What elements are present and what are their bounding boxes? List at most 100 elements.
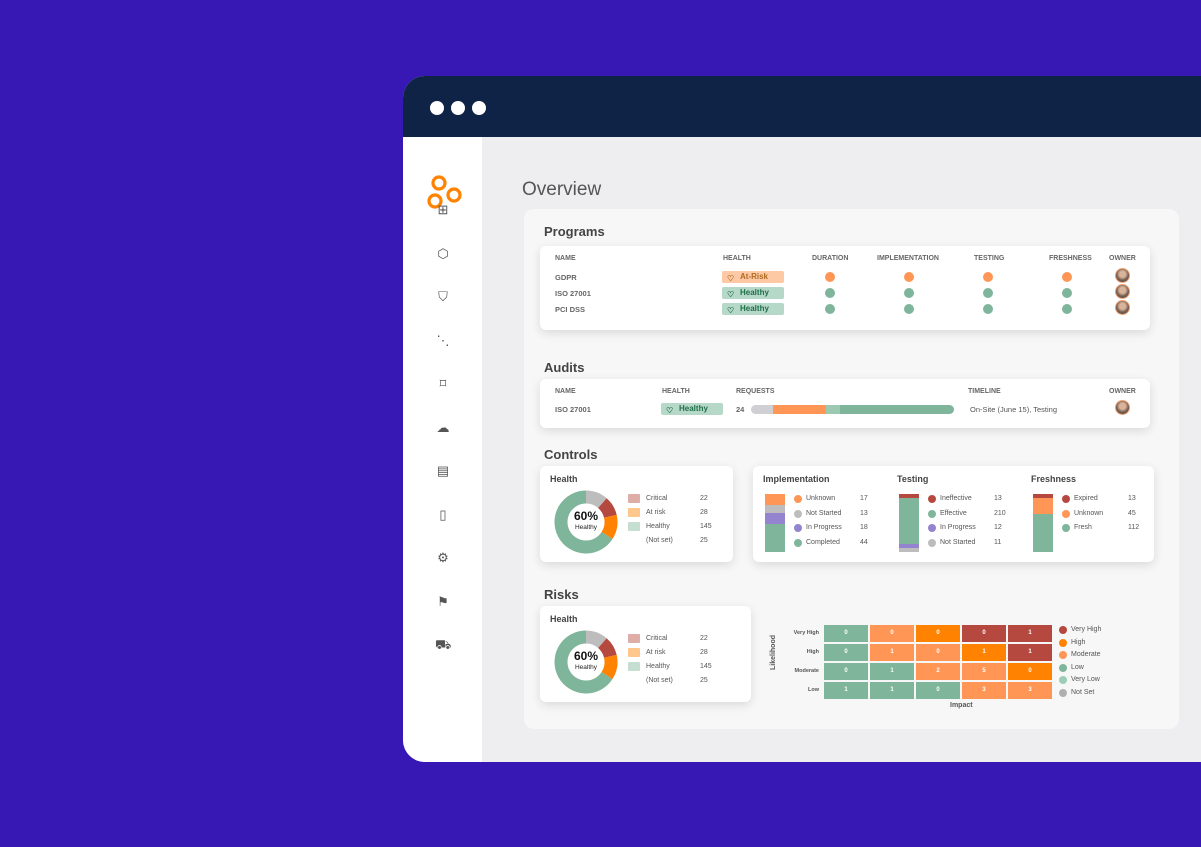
legend-value: 17 [860,495,868,502]
vendor-icon[interactable]: ⚙ [437,550,449,565]
legend-swatch [628,522,640,531]
legend-value: 12 [994,524,1002,531]
legend-dot [794,524,802,532]
window-dot-icon[interactable] [430,101,444,115]
legend-label: Unknown [806,495,836,502]
heatmap-cell[interactable]: 1 [962,644,1006,661]
group-title: Freshness [1031,474,1077,484]
book-icon[interactable]: ⌑ [439,376,447,391]
heatmap-cell[interactable]: 1 [824,682,868,699]
column-header: NAME [555,388,576,395]
owner-avatar[interactable] [1115,300,1130,315]
health-label: Healthy [740,288,769,297]
legend-label: (Not set) [646,537,673,544]
program-name[interactable]: PCI DSS [555,305,586,314]
audit-name[interactable]: ISO 27001 [555,405,591,414]
heatmap-cell[interactable]: 5 [962,663,1006,680]
heatmap-cell[interactable]: 2 [916,663,960,680]
status-dot [983,288,993,298]
heatmap-cell[interactable]: 0 [916,682,960,699]
health-title: Health [550,614,578,624]
logo-icon [427,175,462,209]
legend-dot [1062,509,1070,518]
truck-icon[interactable]: ⛟ [435,637,452,652]
programs-table: NAME HEALTH DURATION IMPLEMENTATION TESTING F… [540,246,1150,330]
legend-label: Ineffective [940,495,972,502]
shield-icon[interactable]: ⛉ [438,289,448,304]
workflow-icon[interactable]: ⋱ [436,332,450,348]
heatmap-cell[interactable]: 0 [870,625,914,642]
bar-segment [899,544,919,549]
legend-label: At risk [646,649,666,656]
heatmap-cell[interactable]: 0 [916,644,960,661]
window-dot-icon[interactable] [451,101,465,115]
row-label: High [806,649,819,655]
status-dot [1062,304,1072,314]
dashboard-icon[interactable]: ⊞ [437,202,449,217]
row-label: Very High [793,630,819,636]
column-header: OWNER [1109,388,1136,395]
heart-icon: ♡ [727,290,735,299]
bar-segment [765,494,785,505]
heatmap-cell[interactable]: 0 [916,625,960,642]
controls-title: Controls [544,447,598,462]
x-axis-label: Impact [950,702,973,709]
heatmap-cell[interactable]: 3 [962,682,1006,699]
legend-label: Effective [940,509,967,517]
programs-title: Programs [544,224,605,239]
table-row[interactable]: ISO 27001 ♡ Healthy [540,284,1150,302]
owner-avatar[interactable] [1115,284,1130,299]
column-header: TESTING [974,255,1005,262]
stacked-bar [899,494,919,553]
status-dot [825,288,835,298]
table-row[interactable]: ISO 27001 ♡ Healthy 24 On-Site (June 15), Te… [540,400,1150,418]
requests-progress-bar [751,405,954,414]
heatmap-cell[interactable]: 0 [824,644,868,661]
legend-label: Very Low [1071,676,1100,683]
bar-segment [765,512,785,525]
clipboard-check-icon[interactable]: ▯ [439,506,447,522]
health-label: At-Risk [740,272,769,281]
legend-dot [928,524,936,532]
legend-label: Completed [806,538,840,546]
health-percent: 60% [573,649,599,663]
legend-dot [1059,626,1067,634]
owner-avatar[interactable] [1115,400,1130,415]
cloud-upload-icon[interactable]: ☁ [436,419,450,435]
heart-icon: ♡ [666,406,674,415]
column-header: HEALTH [662,388,690,395]
legend-value: 13 [1128,495,1136,502]
heatmap-cell[interactable]: 1 [1008,625,1052,642]
heatmap-cell[interactable]: 0 [824,663,868,680]
stacked-bar [765,494,785,552]
status-dot [1062,272,1072,282]
heart-icon: ♡ [727,306,735,315]
heatmap-cell[interactable]: 1 [1008,644,1052,661]
table-row[interactable]: PCI DSS ♡ Healthy [540,300,1150,318]
legend-label: Critical [646,635,668,642]
legend-swatch [628,494,640,503]
program-name[interactable]: GDPR [555,273,577,282]
donut-slice-atrisk [601,514,618,540]
row-label: Low [808,687,819,693]
legend-dot [928,538,936,547]
table-row[interactable]: GDPR ♡ At-Risk [540,268,1150,286]
donut-slice-atrisk [601,654,618,680]
heatmap-cell[interactable]: 0 [1008,663,1052,680]
program-name[interactable]: ISO 27001 [555,289,591,298]
report-search-icon[interactable]: ▤ [436,463,450,478]
heatmap-cell[interactable]: 1 [870,644,914,661]
legend-dot [928,509,936,518]
heatmap-cell[interactable]: 0 [962,625,1006,642]
row-label: Moderate [794,668,819,674]
donut-slice-notset [585,630,607,649]
window-dot-icon[interactable] [472,101,486,115]
heatmap-cell[interactable]: 0 [824,625,868,642]
heatmap-cell[interactable]: 3 [1008,682,1052,699]
owner-avatar[interactable] [1115,268,1130,283]
package-icon[interactable]: ⬡ [437,245,449,261]
flag-icon[interactable]: ⚑ [437,593,449,609]
heatmap-cell[interactable]: 1 [870,682,914,699]
legend-dot [794,538,802,547]
heatmap-cell[interactable]: 1 [870,663,914,680]
